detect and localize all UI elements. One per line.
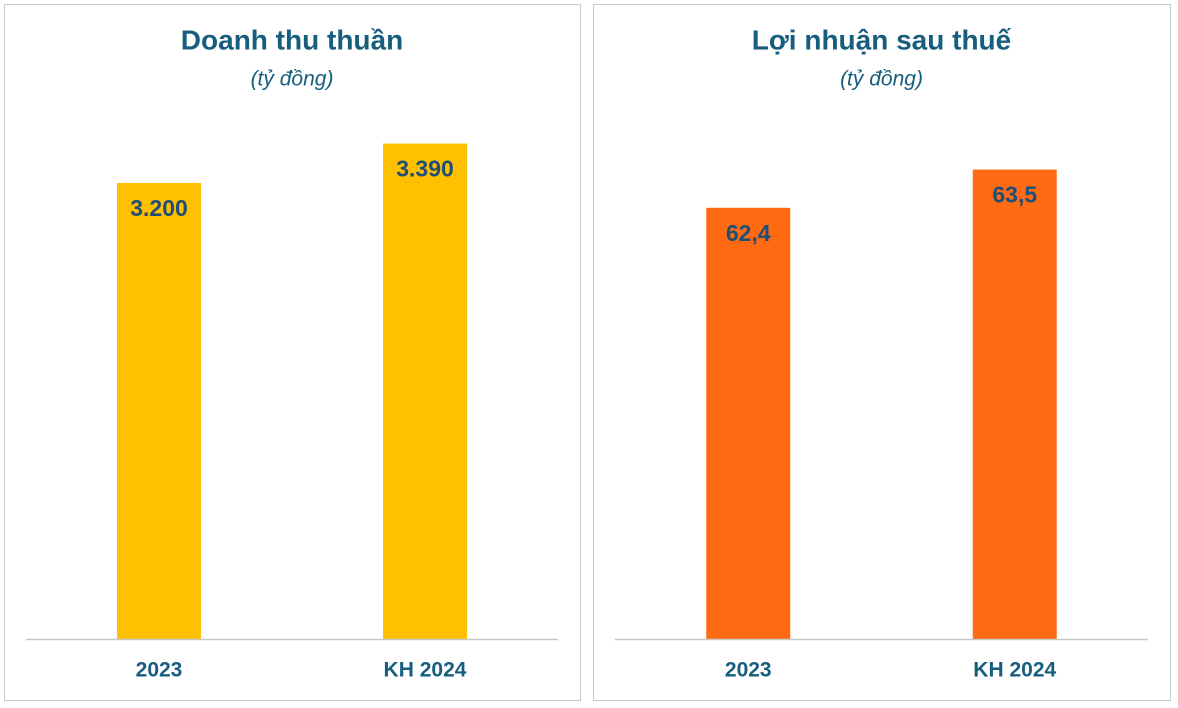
x-tick-label: KH 2024 bbox=[384, 659, 467, 682]
chart-subtitle: (tỷ đồng) bbox=[251, 68, 334, 91]
panel bbox=[4, 4, 581, 701]
chart-title: Lợi nhuận sau thuế bbox=[752, 24, 1012, 55]
chart-subtitle: (tỷ đồng) bbox=[840, 68, 923, 91]
x-tick-label: 2023 bbox=[136, 659, 183, 682]
value-label: 3.390 bbox=[396, 156, 454, 182]
bar bbox=[706, 207, 791, 640]
value-label: 3.200 bbox=[130, 195, 188, 221]
x-tick-label: KH 2024 bbox=[973, 659, 1056, 682]
bar bbox=[117, 182, 201, 639]
chart-title: Doanh thu thuần bbox=[181, 24, 403, 55]
x-tick-label: 2023 bbox=[725, 659, 772, 682]
value-label: 63,5 bbox=[992, 182, 1037, 208]
panel bbox=[593, 4, 1171, 701]
value-label: 62,4 bbox=[726, 220, 771, 246]
bar bbox=[972, 169, 1057, 639]
bar bbox=[383, 143, 467, 640]
